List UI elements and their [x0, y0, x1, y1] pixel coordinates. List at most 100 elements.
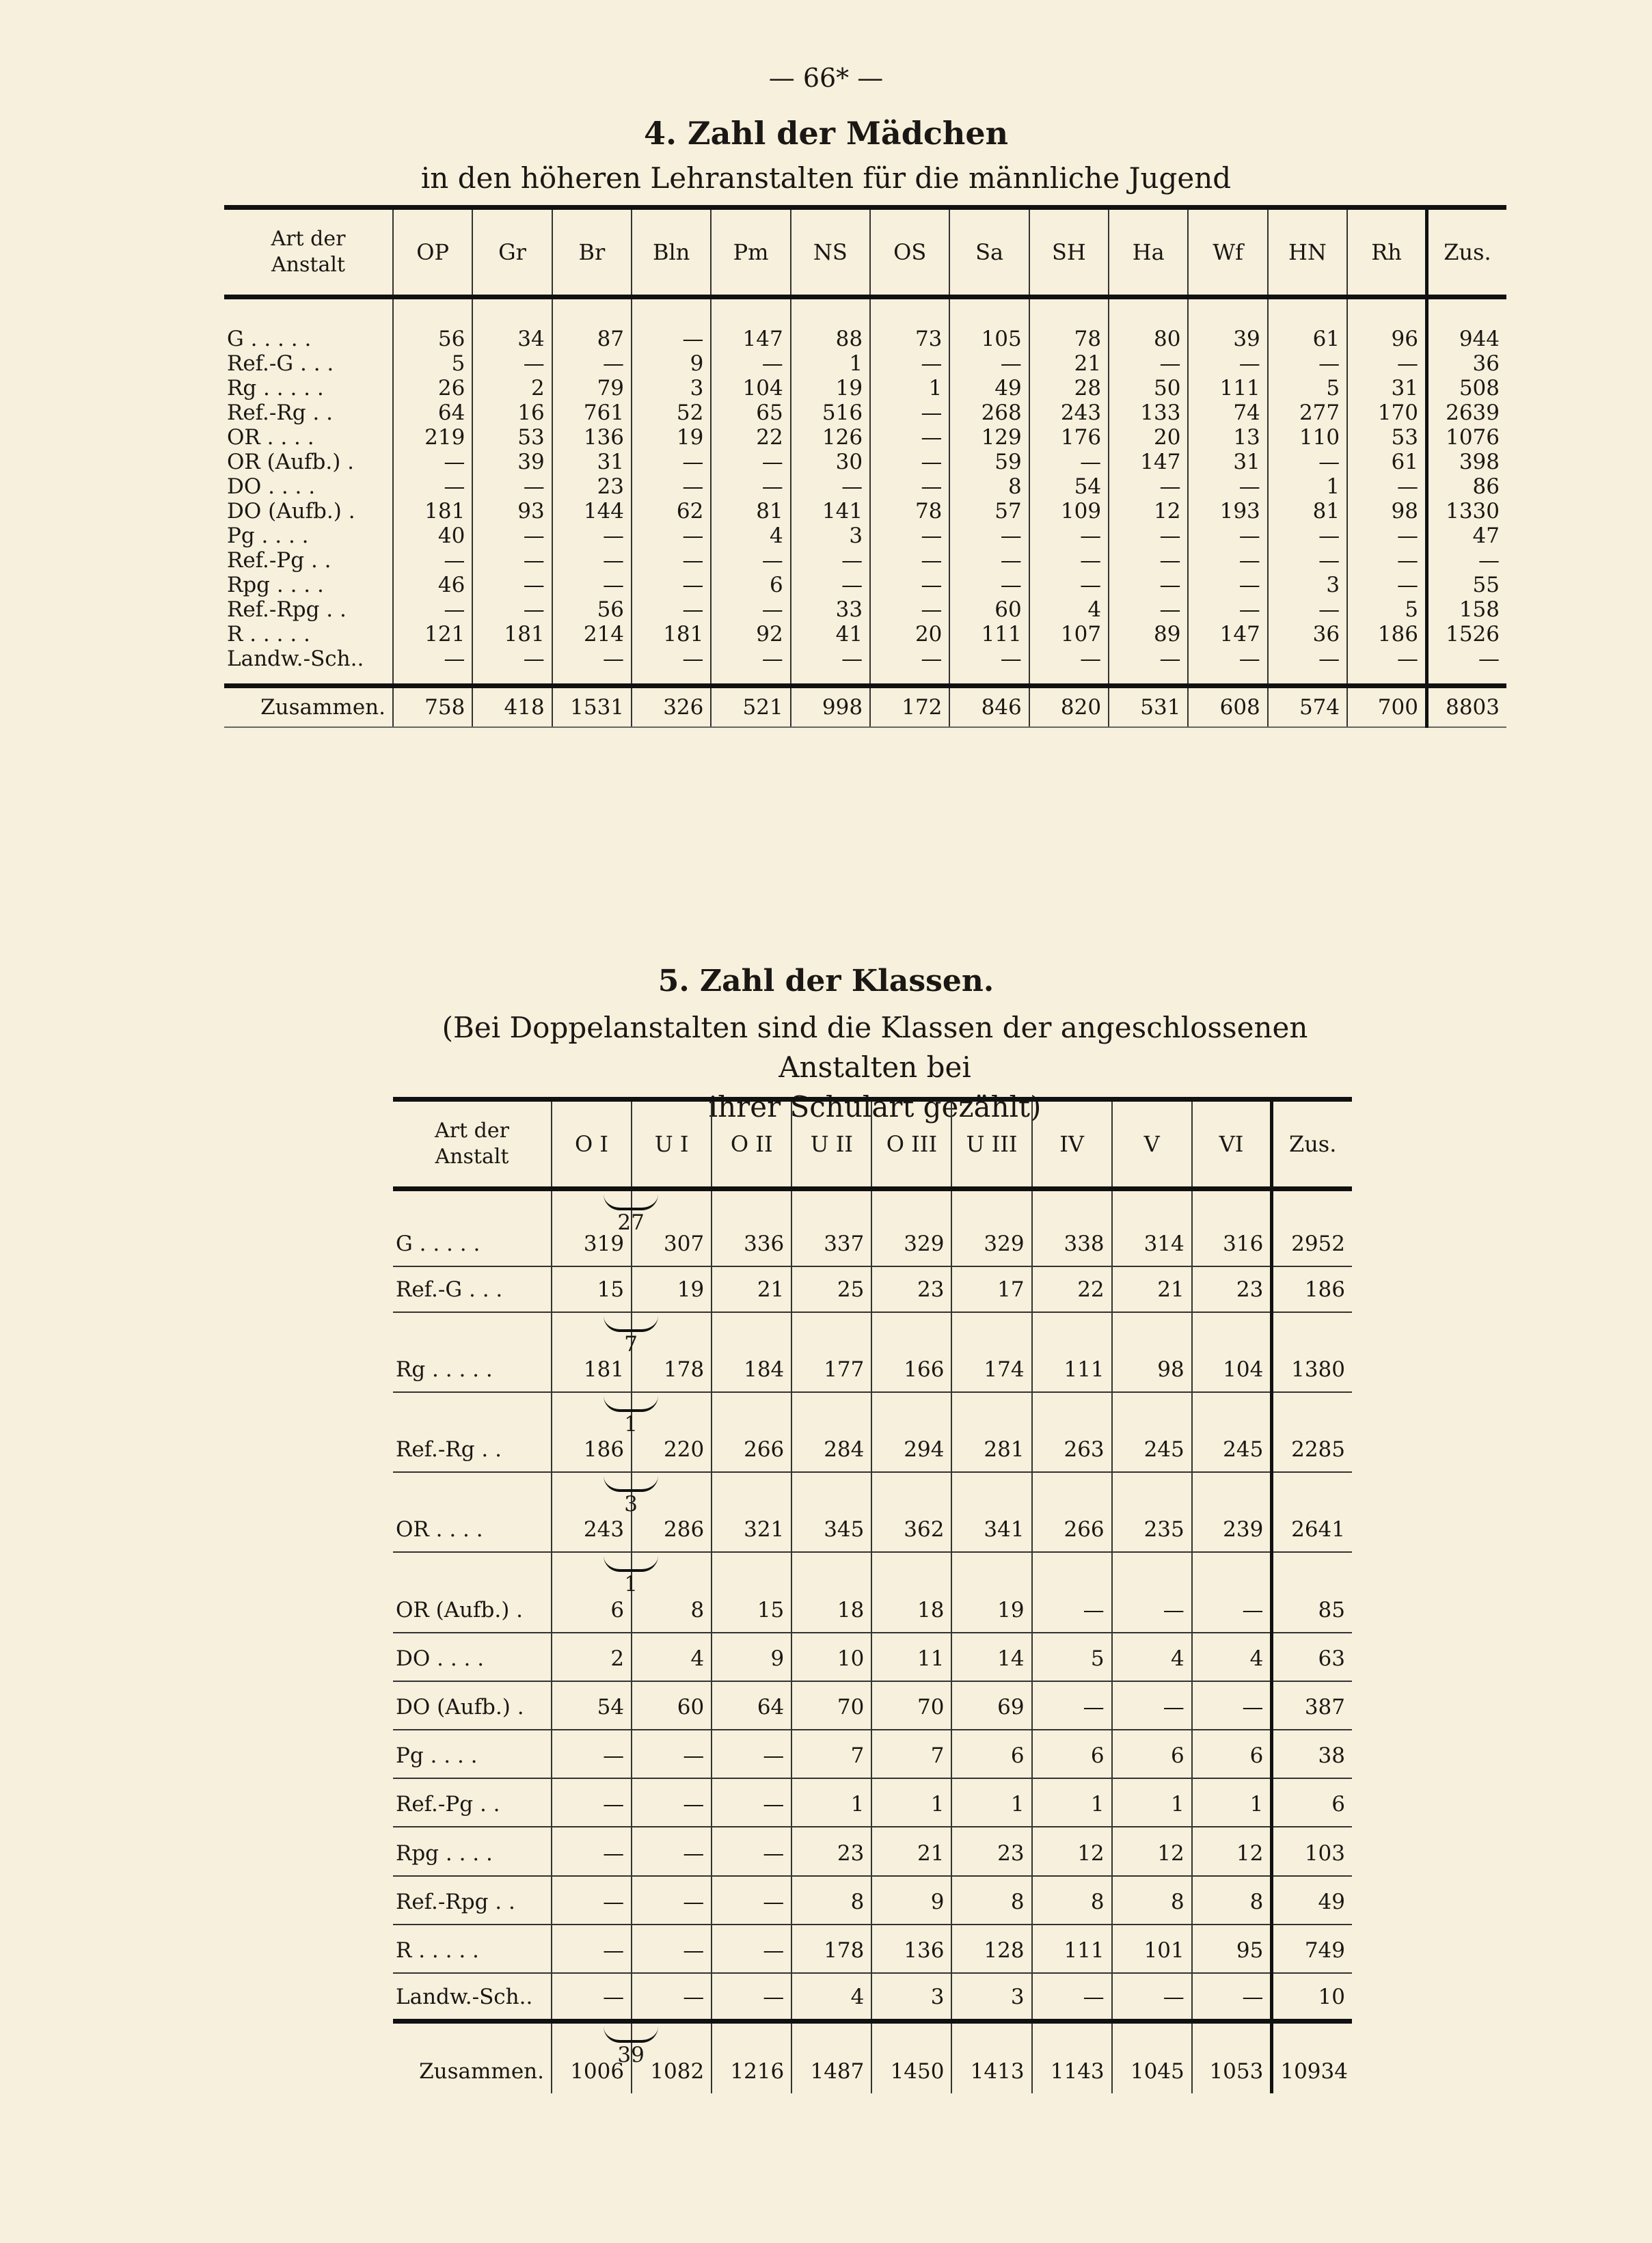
- table-cell: 23: [871, 1266, 952, 1313]
- table-cell: —: [631, 450, 712, 474]
- table-cell: 93: [472, 499, 552, 524]
- table-cell: 6: [1191, 1729, 1272, 1779]
- subtitle-line1: (Bei Doppelanstalten sind die Klassen de…: [442, 1011, 1308, 1084]
- total-cell: 1006 39: [550, 2021, 659, 2093]
- table-cell: 239: [1191, 1471, 1272, 1553]
- table-cell: 53: [472, 425, 552, 450]
- table-cell: 6: [1031, 1729, 1112, 1779]
- table-cell: —: [1031, 1972, 1112, 2024]
- row-label: Landw.-Sch..: [227, 647, 364, 671]
- table-cell: 214: [551, 622, 632, 647]
- table-row: OR . . . . 243 3 286 321 345 362 341 266 235 239 26…: [393, 1471, 1352, 1553]
- table-cell: —: [869, 351, 950, 376]
- table-cell: 109: [1028, 499, 1109, 524]
- table-cell: 8: [791, 1875, 872, 1925]
- row-label: G . . . . .: [227, 327, 312, 351]
- table-cell: 1: [1191, 1778, 1272, 1827]
- table-cell: 103: [1270, 1826, 1352, 1877]
- table-cell: 18: [791, 1551, 872, 1633]
- table-cell: —: [949, 573, 1029, 597]
- total-label: Zusammen.: [419, 2058, 544, 2084]
- table-cell: 81: [1267, 499, 1348, 524]
- table-cell: 62: [631, 499, 712, 524]
- table-cell: 41: [789, 622, 871, 647]
- table-cell: 1: [1031, 1778, 1112, 1827]
- total-cell: 758: [392, 683, 473, 728]
- table-cell: 9: [871, 1875, 952, 1925]
- table-cell: 23: [551, 474, 632, 499]
- table-cell: 136: [871, 1924, 952, 1974]
- table-row: OR . . . . 219 53 136 19 22 126—129 176 20 13 110 5…: [224, 425, 1506, 450]
- total-label: Zusammen.: [224, 683, 393, 728]
- column-header: Ha: [1108, 207, 1189, 299]
- row-header-line2: Anstalt: [435, 1145, 509, 1169]
- total-cell: 8803: [1424, 683, 1506, 728]
- table-cell: 60: [949, 597, 1029, 622]
- table-cell: 2285: [1270, 1391, 1352, 1473]
- table-cell: 184: [711, 1311, 792, 1393]
- table-cell: 86: [1424, 474, 1506, 499]
- table-cell: 39: [472, 450, 552, 474]
- table-cell: —: [1187, 548, 1268, 573]
- table-cell: 1526: [1424, 622, 1506, 647]
- table-cell: —: [1191, 1972, 1272, 2024]
- total-cell: 608: [1187, 683, 1268, 728]
- table-cell: 13: [1187, 425, 1268, 450]
- table-cell: 1: [791, 1778, 872, 1827]
- table-cell: 1: [1111, 1778, 1192, 1827]
- column-header: NS: [789, 207, 871, 299]
- table-cell: 31: [1187, 450, 1268, 474]
- column-header: Sa: [949, 207, 1029, 299]
- column-header: O III: [871, 1099, 952, 1191]
- table-cell: —: [1346, 548, 1427, 573]
- total-cell: 1413: [951, 2021, 1032, 2093]
- table-cell: —: [551, 647, 632, 686]
- table-cell: 9: [631, 351, 712, 376]
- table-cell: 38: [1270, 1729, 1352, 1779]
- table-cell: 57: [949, 499, 1029, 524]
- table-cell: 104: [1191, 1311, 1272, 1393]
- row-header: Art der Anstalt: [224, 207, 393, 299]
- table-cell: 3: [1267, 573, 1348, 597]
- table-cell: —: [1187, 351, 1268, 376]
- table-cell: 516: [789, 400, 871, 425]
- table-cell: 176: [1028, 425, 1109, 450]
- table-cell: 12: [1191, 1826, 1272, 1877]
- table-cell: —: [711, 1729, 792, 1779]
- value-text: 243: [583, 1517, 625, 1542]
- table-cell: —: [711, 1972, 792, 2024]
- column-header: Zus.: [1424, 207, 1506, 299]
- table-cell: 186: [1270, 1266, 1352, 1313]
- table-cell: 12: [1031, 1826, 1112, 1877]
- table-cell: —: [789, 474, 871, 499]
- table-cell: 23: [791, 1826, 872, 1877]
- table-cell: 5: [1346, 597, 1427, 622]
- table-cell: 294: [871, 1391, 952, 1473]
- table-cell: —: [1187, 647, 1268, 686]
- table-cell: —: [392, 647, 473, 686]
- table-cell: 8: [1111, 1875, 1192, 1925]
- table-cell: —: [631, 297, 712, 351]
- table-cell: 19: [631, 1266, 712, 1313]
- row-label: Rg . . . . .: [227, 376, 324, 400]
- table-cell: —: [1108, 524, 1189, 548]
- total-cell: 700: [1346, 683, 1427, 728]
- column-header: Rh: [1346, 207, 1427, 299]
- table-cell: 329: [871, 1188, 952, 1267]
- table-cell: 52: [631, 400, 712, 425]
- table-cell: 49: [1270, 1875, 1352, 1925]
- table-cell: —: [1267, 524, 1348, 548]
- table-cell: —: [631, 1778, 712, 1827]
- table-row: Ref.-Pg . . — — — — — — — — — — — — — —: [224, 548, 1506, 573]
- table-row: Pg . . . . — — —7 7 6 6 6 6 38: [393, 1729, 1352, 1779]
- table-cell: 181 7: [550, 1311, 659, 1393]
- column-header: V: [1111, 1099, 1192, 1191]
- column-header: HN: [1267, 207, 1348, 299]
- table-cell: 6: [951, 1729, 1032, 1779]
- row-label: Ref.-Rg . .: [227, 400, 333, 425]
- table-cell: —: [869, 524, 950, 548]
- table-cell: 181: [472, 622, 552, 647]
- column-header: O II: [711, 1099, 792, 1191]
- table-cell: 15: [711, 1551, 792, 1633]
- total-cell: 1531: [551, 683, 632, 728]
